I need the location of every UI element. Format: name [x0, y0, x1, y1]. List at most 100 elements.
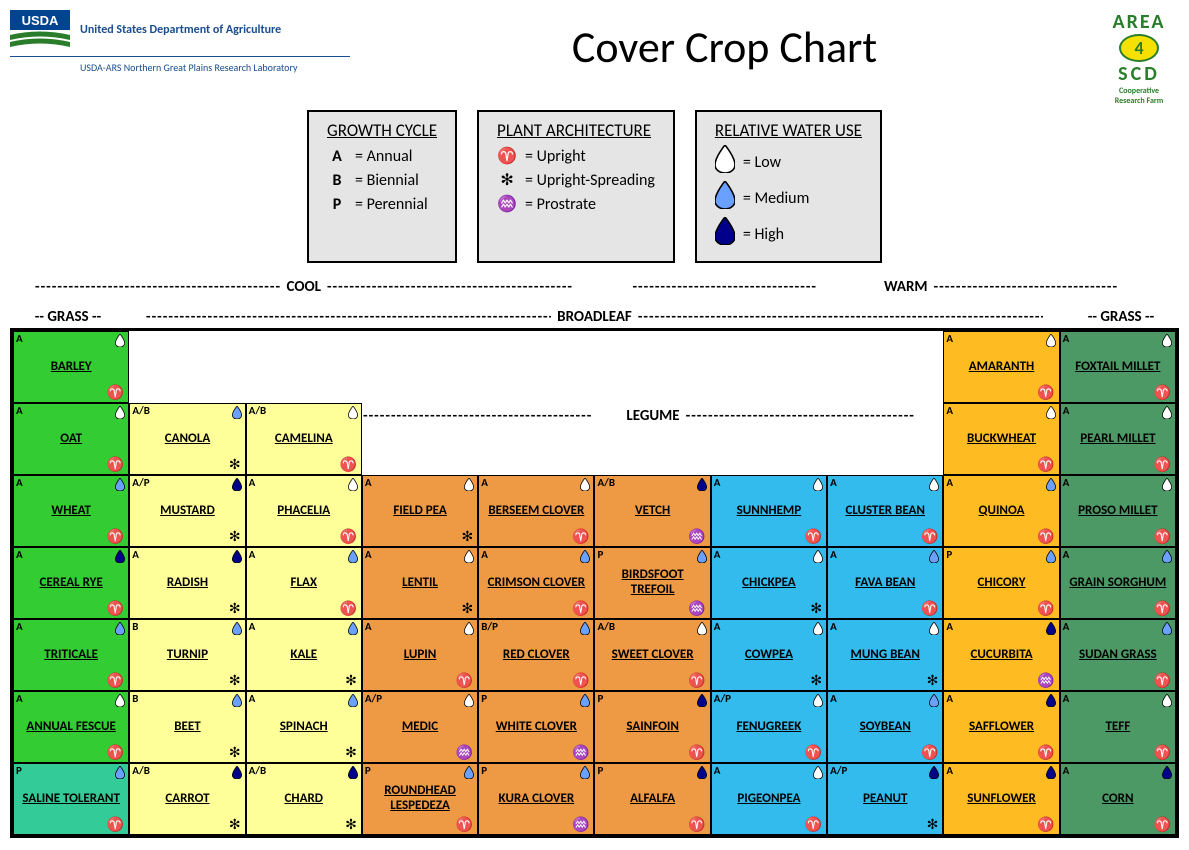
crop-cell[interactable]: A/BCHARD✻: [246, 763, 362, 835]
crop-cell[interactable]: ACHICKPEA✻: [711, 547, 827, 619]
crop-cell[interactable]: PBIRDSFOOT TREFOIL♒: [594, 547, 710, 619]
crop-cell[interactable]: A/BCANOLA✻: [129, 403, 245, 475]
architecture-icon: ♈: [688, 745, 705, 761]
growth-cycle-badge: A: [1063, 549, 1070, 562]
architecture-icon: ♈: [107, 673, 124, 689]
growth-cycle-badge: A: [16, 693, 23, 706]
growth-cycle-badge: A: [946, 621, 953, 634]
crop-cell[interactable]: AMUNG BEAN✻: [827, 619, 943, 691]
crop-name: OAT: [60, 432, 82, 447]
water-drop-icon: [697, 478, 707, 496]
growth-cycle-badge: A: [830, 549, 837, 562]
crop-cell[interactable]: A/PFENUGREEK♈: [711, 691, 827, 763]
crop-cell[interactable]: APROSO MILLET♈: [1060, 475, 1176, 547]
crop-cell[interactable]: ACEREAL RYE♈: [13, 547, 129, 619]
crop-cell[interactable]: A/PMUSTARD✻: [129, 475, 245, 547]
crop-cell[interactable]: ACRIMSON CLOVER♈: [478, 547, 594, 619]
crop-cell[interactable]: ABARLEY♈: [13, 331, 129, 403]
legend-item: = High: [715, 217, 862, 253]
water-drop-icon: [464, 478, 474, 496]
crop-cell[interactable]: PKURA CLOVER♒: [478, 763, 594, 835]
architecture-icon: ♒: [572, 745, 589, 761]
architecture-icon: ♈: [1037, 817, 1054, 833]
crop-cell[interactable]: ASAFFLOWER♈: [943, 691, 1059, 763]
crop-cell[interactable]: B/PRED CLOVER♈: [478, 619, 594, 691]
crop-cell[interactable]: AFLAX♈: [246, 547, 362, 619]
crop-cell[interactable]: ALUPIN♈: [362, 619, 478, 691]
crop-cell[interactable]: ARADISH✻: [129, 547, 245, 619]
crop-cell[interactable]: ASPINACH✻: [246, 691, 362, 763]
crop-name: AMARANTH: [969, 360, 1035, 375]
crop-cell[interactable]: BTURNIP✻: [129, 619, 245, 691]
crop-cell[interactable]: AANNUAL FESCUE♈: [13, 691, 129, 763]
growth-cycle-badge: P: [597, 693, 603, 706]
crop-cell[interactable]: APHACELIA♈: [246, 475, 362, 547]
crop-cell[interactable]: A/BVETCH♒: [594, 475, 710, 547]
crop-cell[interactable]: AKALE✻: [246, 619, 362, 691]
crop-name: MUNG BEAN: [850, 648, 920, 663]
crop-cell[interactable]: A/BCARROT✻: [129, 763, 245, 835]
crop-cell[interactable]: ATRITICALE♈: [13, 619, 129, 691]
crop-cell[interactable]: A/PMEDIC♒: [362, 691, 478, 763]
architecture-icon: ✻: [345, 817, 357, 833]
water-drop-icon: [1046, 334, 1056, 352]
crop-cell[interactable]: ATEFF♈: [1060, 691, 1176, 763]
crop-cell[interactable]: AFIELD PEA✻: [362, 475, 478, 547]
crop-cell[interactable]: PCHICORY♈: [943, 547, 1059, 619]
crop-cell[interactable]: ASOYBEAN♈: [827, 691, 943, 763]
season-header: ----------------------------------------…: [10, 278, 1179, 296]
crop-cell[interactable]: ACLUSTER BEAN♈: [827, 475, 943, 547]
crop-name: BEET: [174, 720, 200, 735]
architecture-icon: ♈: [1154, 673, 1171, 689]
water-drop-icon: [464, 622, 474, 640]
architecture-icon: ♈: [1037, 457, 1054, 473]
crop-cell[interactable]: ALENTIL✻: [362, 547, 478, 619]
architecture-icon: ✻: [229, 601, 241, 617]
crop-name: BERSEEM CLOVER: [488, 504, 584, 519]
crop-cell[interactable]: BBEET✻: [129, 691, 245, 763]
crop-cell[interactable]: AFOXTAIL MILLET♈: [1060, 331, 1176, 403]
growth-cycle-badge: P: [946, 549, 952, 562]
crop-cell[interactable]: ASUNNHEMP♈: [711, 475, 827, 547]
growth-cycle-badge: A: [830, 621, 837, 634]
crop-cell[interactable]: PWHITE CLOVER♒: [478, 691, 594, 763]
growth-cycle-badge: A: [946, 765, 953, 778]
crop-cell[interactable]: ABERSEEM CLOVER♈: [478, 475, 594, 547]
crop-cell[interactable]: A/PPEANUT✻: [827, 763, 943, 835]
water-drop-icon: [115, 334, 125, 352]
crop-cell[interactable]: ASUNFLOWER♈: [943, 763, 1059, 835]
crop-cell[interactable]: PSAINFOIN♈: [594, 691, 710, 763]
growth-cycle-badge: P: [597, 549, 603, 562]
crop-cell[interactable]: AQUINOA♈: [943, 475, 1059, 547]
crop-cell[interactable]: A/BSWEET CLOVER♈: [594, 619, 710, 691]
water-drop-icon: [115, 694, 125, 712]
crop-cell[interactable]: ACORN♈: [1060, 763, 1176, 835]
crop-cell[interactable]: A/BCAMELINA♈: [246, 403, 362, 475]
crop-cell[interactable]: ACUCURBITA♒: [943, 619, 1059, 691]
water-drop-icon: [1162, 478, 1172, 496]
water-drop-icon: [1162, 766, 1172, 784]
water-drop-icon: [697, 694, 707, 712]
crop-cell[interactable]: ABUCKWHEAT♈: [943, 403, 1059, 475]
architecture-icon: ♈: [1154, 817, 1171, 833]
water-drop-icon: [580, 694, 590, 712]
architecture-icon: ✻: [229, 673, 241, 689]
growth-cycle-badge: A: [249, 693, 256, 706]
water-drop-icon: [232, 766, 242, 784]
crop-cell[interactable]: ACOWPEA✻: [711, 619, 827, 691]
crop-cell[interactable]: PROUNDHEAD LESPEDEZA♈: [362, 763, 478, 835]
crop-cell[interactable]: AFAVA BEAN♈: [827, 547, 943, 619]
crop-cell[interactable]: APEARL MILLET♈: [1060, 403, 1176, 475]
crop-cell[interactable]: PALFALFA♈: [594, 763, 710, 835]
crop-cell[interactable]: AGRAIN SORGHUM♈: [1060, 547, 1176, 619]
crop-name: KURA CLOVER: [499, 792, 575, 807]
growth-cycle-badge: A/P: [132, 477, 149, 490]
crop-cell[interactable]: PSALINE TOLERANT♈: [13, 763, 129, 835]
crop-name: CORN: [1102, 792, 1133, 807]
crop-cell[interactable]: APIGEONPEA♈: [711, 763, 827, 835]
crop-cell[interactable]: AAMARANTH♈: [943, 331, 1059, 403]
crop-cell[interactable]: AOAT♈: [13, 403, 129, 475]
crop-cell[interactable]: ASUDAN GRASS♈: [1060, 619, 1176, 691]
crop-cell[interactable]: AWHEAT♈: [13, 475, 129, 547]
water-drop-icon: [1046, 766, 1056, 784]
